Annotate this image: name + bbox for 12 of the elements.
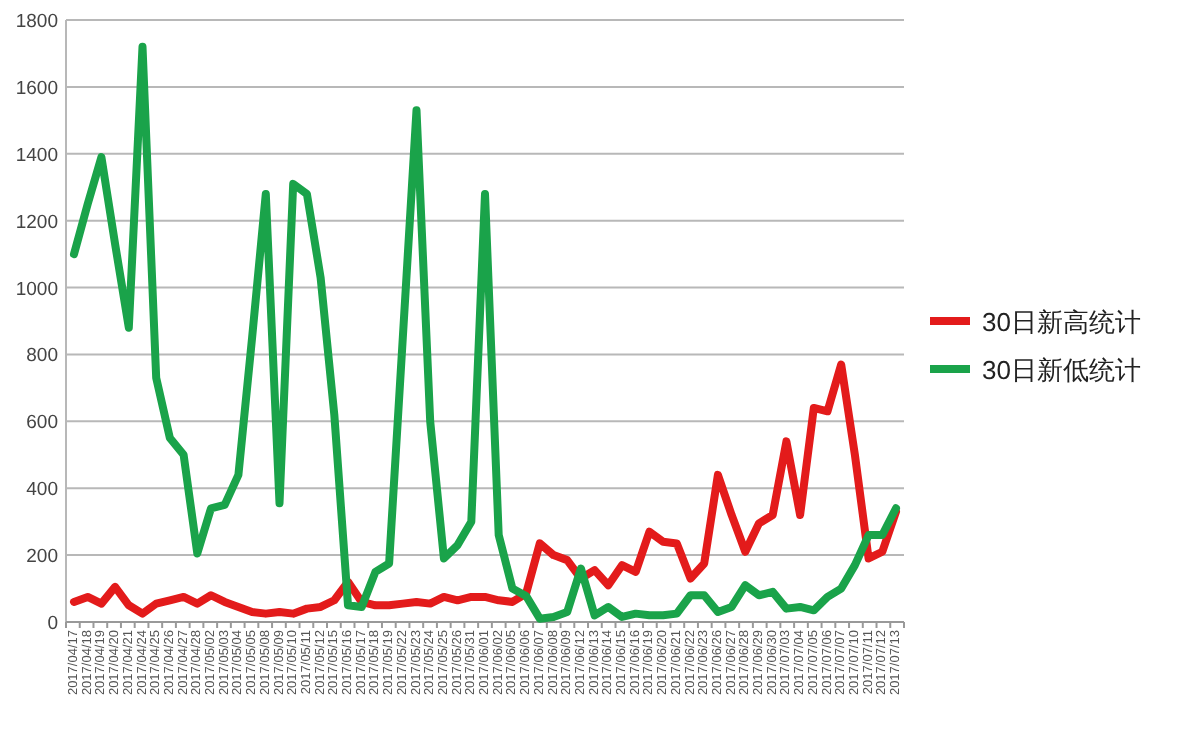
legend-label: 30日新低统计: [982, 355, 1141, 385]
y-tick-label: 0: [47, 613, 58, 635]
legend-label: 30日新高统计: [982, 307, 1141, 337]
y-tick-label: 600: [26, 412, 58, 435]
y-tick-label: 400: [26, 479, 58, 502]
y-tick-label: 1200: [15, 211, 58, 234]
y-tick-label: 1600: [15, 77, 58, 100]
y-tick-label: 1400: [15, 144, 58, 167]
y-tick-label: 800: [26, 345, 58, 368]
y-tick-label: 1000: [15, 278, 58, 301]
y-tick-label: 200: [26, 546, 58, 569]
y-tick-label: 1800: [15, 11, 58, 33]
